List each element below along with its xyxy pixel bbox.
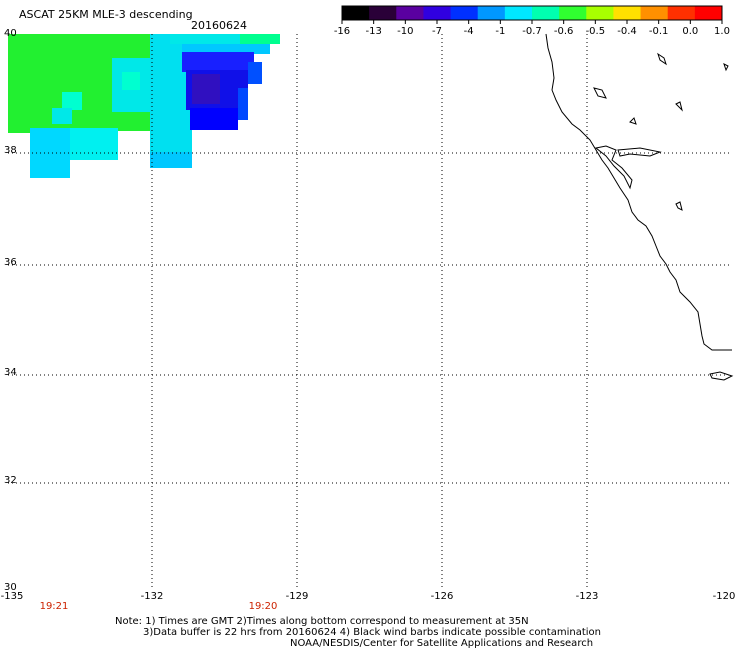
colorbar-swatch	[640, 6, 669, 20]
delta	[617, 147, 662, 157]
colorbar-swatch	[369, 6, 397, 20]
sf-bay	[594, 145, 633, 190]
lake-5	[675, 201, 683, 211]
swath-blue-edge	[248, 62, 262, 84]
colorbar-label: -0.1	[648, 26, 669, 37]
swath-blue	[190, 108, 238, 130]
swath-cyan-south	[70, 128, 118, 160]
lon-label: -126	[430, 591, 454, 602]
colorbar-label: -0.6	[553, 26, 574, 37]
lon-label: -123	[575, 591, 599, 602]
colorbar-label: -10	[397, 26, 414, 37]
colorbar-swatch	[342, 6, 370, 20]
note-line-3: NOAA/NESDIS/Center for Satellite Applica…	[290, 638, 594, 649]
colorbar-label: -1	[495, 26, 506, 37]
swath-purple	[192, 74, 220, 104]
colorbar-swatch	[559, 6, 587, 20]
note-line-1: Note: 1) Times are GMT 2)Times along bot…	[115, 616, 529, 627]
lon-label: -129	[285, 591, 309, 602]
channel-island	[709, 371, 734, 381]
colorbar-swatch	[477, 6, 506, 20]
colorbar-label: -0.5	[585, 26, 606, 37]
swath-cyan-east	[170, 34, 278, 44]
colorbar-label: -13	[365, 26, 382, 37]
lon-label: -135	[0, 591, 24, 602]
swath-cyan	[122, 72, 140, 90]
swath-green-lower	[8, 131, 46, 133]
map-date: 20160624	[191, 19, 247, 32]
swath-cyan-east	[182, 44, 270, 54]
lake-6	[723, 63, 729, 72]
swath-cyan-south	[30, 160, 70, 178]
swath-blue	[182, 52, 254, 72]
california-coast	[545, 33, 732, 351]
swath-cyan	[62, 92, 82, 110]
colorbar-swatch	[504, 6, 533, 20]
colorbar-swatch	[586, 6, 614, 20]
coastline	[545, 33, 734, 381]
colorbar-swatch	[396, 6, 424, 20]
swath-cyan	[52, 108, 72, 124]
lat-label: 38	[4, 145, 17, 156]
colorbar-swatch	[450, 6, 479, 20]
lake-1	[593, 87, 607, 99]
colorbar-label: -16	[333, 26, 351, 37]
time-label: 19:21	[39, 601, 69, 612]
swath-blue-edge	[238, 88, 248, 120]
colorbar	[341, 5, 723, 24]
colorbar-swatch	[532, 6, 560, 20]
colorbar-label: -0.4	[617, 26, 637, 37]
colorbar-swatch	[694, 6, 723, 20]
map-title: ASCAT 25KM MLE-3 descending	[19, 8, 193, 21]
colorbar-swatch	[423, 6, 452, 20]
swath-cyan-east	[240, 34, 280, 44]
note-line-2: 3)Data buffer is 22 hrs from 20160624 4)…	[143, 627, 601, 638]
lake-3	[657, 52, 667, 66]
graticule	[8, 34, 732, 590]
colorbar-swatch	[667, 6, 696, 20]
lon-label: -120	[712, 591, 736, 602]
lat-label: 30	[4, 582, 17, 593]
lat-label: 36	[4, 257, 17, 268]
lat-label: 40	[4, 28, 17, 39]
data-swath	[8, 34, 280, 178]
lake-4	[675, 101, 683, 112]
lon-label: -132	[140, 591, 164, 602]
lat-label: 32	[4, 475, 17, 486]
colorbar-label: -7	[432, 26, 442, 37]
colorbar-label: -4	[463, 26, 474, 37]
lat-label: 34	[4, 367, 17, 378]
colorbar-label: 1.0	[714, 26, 730, 37]
colorbar-swatch	[613, 6, 642, 20]
colorbar-label: 0.0	[682, 26, 699, 37]
lake-2	[629, 117, 637, 125]
time-label: 19:20	[248, 601, 278, 612]
colorbar-label: -0.7	[522, 26, 542, 37]
